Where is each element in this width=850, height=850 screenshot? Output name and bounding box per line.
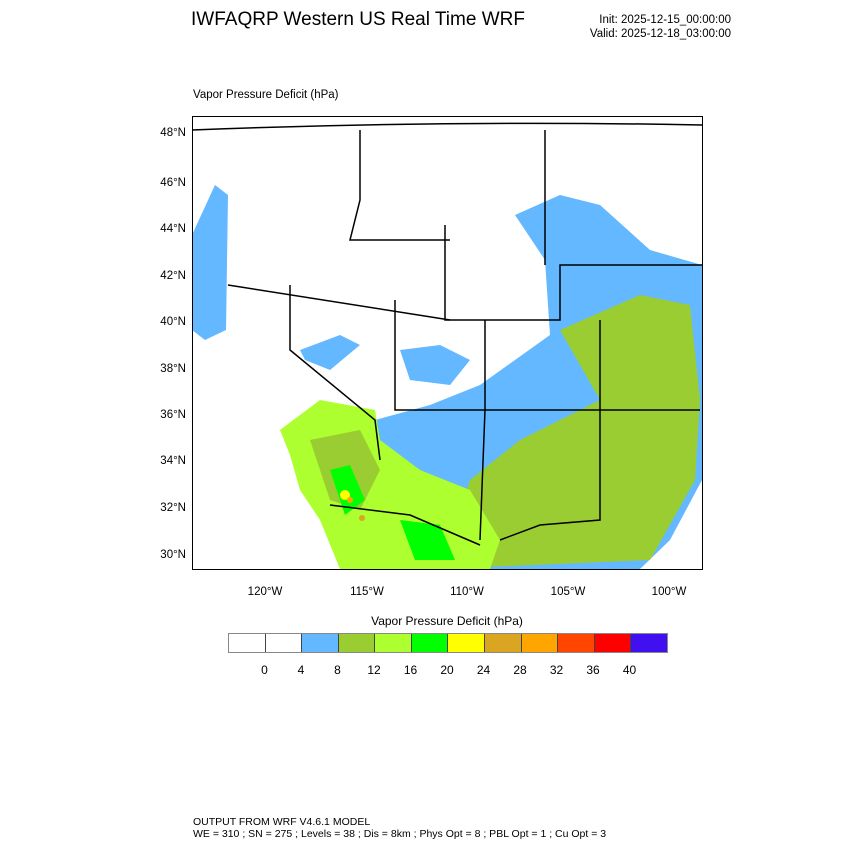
plot-title: IWFAQRP Western US Real Time WRF bbox=[191, 9, 525, 30]
lat-label: 38°N bbox=[160, 363, 186, 375]
colorbar-swatch bbox=[558, 634, 595, 652]
lon-label: 110°W bbox=[450, 586, 484, 598]
time-info: Init: 2025-12-15_00:00:00 Valid: 2025-12… bbox=[590, 13, 731, 41]
colorbar-title: Vapor Pressure Deficit (hPa) bbox=[371, 614, 523, 628]
colorbar-swatch bbox=[521, 634, 559, 652]
colorbar-swatch bbox=[229, 634, 266, 652]
lat-label: 46°N bbox=[160, 177, 186, 189]
colorbar-label: 16 bbox=[403, 663, 418, 677]
colorbar-swatch bbox=[375, 634, 412, 652]
colorbar-swatch bbox=[448, 634, 486, 652]
lat-label: 34°N bbox=[160, 455, 186, 467]
lat-label: 42°N bbox=[160, 270, 186, 282]
colorbar-label: 12 bbox=[367, 663, 381, 677]
footer: OUTPUT FROM WRF V4.6.1 MODEL WE = 310 ; … bbox=[193, 816, 606, 840]
colorbar-swatch bbox=[485, 634, 522, 652]
colorbar-swatch bbox=[594, 634, 632, 652]
lat-label: 30°N bbox=[160, 549, 186, 561]
colorbar-label: 32 bbox=[549, 663, 564, 677]
lon-label: 100°W bbox=[651, 586, 687, 598]
colorbar-swatch bbox=[631, 634, 667, 652]
lat-label: 40°N bbox=[160, 316, 186, 328]
colorbar-swatch bbox=[302, 634, 339, 652]
lon-label: 120°W bbox=[247, 586, 283, 598]
lon-label: 115°W bbox=[350, 586, 384, 598]
footer-line1: OUTPUT FROM WRF V4.6.1 MODEL bbox=[193, 816, 371, 828]
colorbar bbox=[228, 633, 668, 653]
state-borders bbox=[192, 122, 703, 546]
lat-label: 36°N bbox=[160, 409, 186, 421]
colorbar-label: 36 bbox=[586, 663, 600, 677]
colorbar-swatch bbox=[338, 634, 376, 652]
lat-label: 44°N bbox=[160, 223, 186, 235]
colorbar-label: 40 bbox=[622, 663, 637, 677]
lon-label: 105°W bbox=[550, 586, 586, 598]
lat-label: 48°N bbox=[160, 127, 186, 139]
colorbar-label: 0 bbox=[261, 663, 268, 677]
colorbar-label: 24 bbox=[476, 663, 491, 677]
footer-line2: WE = 310 ; SN = 275 ; Levels = 38 ; Dis … bbox=[193, 828, 607, 840]
init-time: Init: 2025-12-15_00:00:00 bbox=[599, 14, 731, 26]
map-subtitle: Vapor Pressure Deficit (hPa) bbox=[193, 89, 339, 101]
colorbar-label: 8 bbox=[334, 663, 341, 677]
vpd-field bbox=[192, 185, 702, 569]
colorbar-label: 20 bbox=[440, 663, 454, 677]
lat-label: 32°N bbox=[160, 502, 186, 514]
colorbar-label: 28 bbox=[513, 663, 527, 677]
colorbar-label: 4 bbox=[297, 663, 305, 677]
colorbar-swatch bbox=[265, 634, 303, 652]
valid-time: Valid: 2025-12-18_03:00:00 bbox=[589, 28, 731, 40]
colorbar-swatch bbox=[411, 634, 449, 652]
vpd-map bbox=[192, 116, 703, 570]
